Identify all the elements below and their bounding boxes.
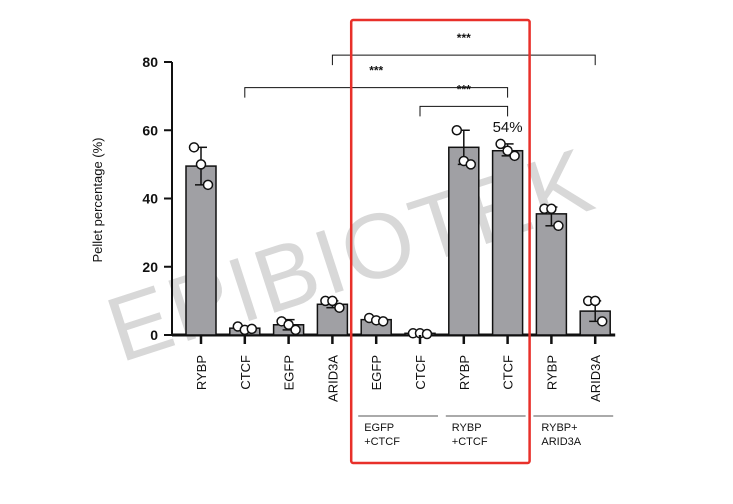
data-point xyxy=(509,150,520,162)
group-label: RYBP xyxy=(452,422,482,434)
data-point xyxy=(188,142,200,153)
x-tick-label: CTCF xyxy=(501,355,516,390)
data-point xyxy=(283,319,294,331)
data-point xyxy=(246,323,258,335)
significance-stars: *** xyxy=(457,31,471,45)
x-tick-label: CTCF xyxy=(238,355,253,390)
x-tick-label: RYBP xyxy=(194,355,209,390)
significance-bracket xyxy=(331,54,596,66)
significance-bracket xyxy=(244,87,509,98)
group-label: EGFP xyxy=(364,422,394,434)
data-point xyxy=(334,302,345,313)
group-label: RYBP+ xyxy=(541,422,577,434)
x-tick-label: ARID3A xyxy=(588,355,603,402)
data-point xyxy=(553,220,564,232)
data-point xyxy=(195,159,207,170)
bar xyxy=(185,165,217,336)
significance-stars: *** xyxy=(457,82,471,96)
data-point xyxy=(502,145,513,156)
significance-stars: *** xyxy=(369,64,383,78)
highlight-box xyxy=(349,18,531,465)
data-point xyxy=(451,125,463,136)
x-tick-label: RYBP xyxy=(544,355,559,390)
data-point xyxy=(596,316,608,327)
significance-bracket xyxy=(419,105,509,117)
bar xyxy=(448,146,480,336)
y-tick-label: 20 xyxy=(142,259,158,275)
data-point xyxy=(421,328,433,340)
data-point xyxy=(465,159,477,170)
y-tick-label: 0 xyxy=(150,327,158,343)
y-tick-label: 40 xyxy=(142,191,158,207)
value-annotation: 54% xyxy=(493,119,523,136)
x-tick-label: CTCF xyxy=(413,355,428,390)
y-tick-label: 80 xyxy=(142,54,158,70)
y-tick-label: 60 xyxy=(142,122,158,138)
group-label: +CTCF xyxy=(452,436,488,448)
data-point xyxy=(546,203,557,214)
y-axis-label: Pellet percentage (%) xyxy=(90,137,105,262)
x-tick-label: ARID3A xyxy=(325,355,340,402)
data-point xyxy=(495,138,506,150)
bar xyxy=(535,213,568,336)
x-tick-label: EGFP xyxy=(282,355,297,390)
group-label: ARID3A xyxy=(541,436,581,448)
data-point xyxy=(589,295,601,307)
data-point xyxy=(327,295,338,307)
x-tick-label: RYBP xyxy=(457,355,472,390)
data-point xyxy=(202,179,214,191)
data-point xyxy=(377,316,389,327)
group-label: +CTCF xyxy=(364,436,400,448)
x-tick-label: EGFP xyxy=(369,355,384,390)
bar xyxy=(491,149,524,336)
data-point xyxy=(290,324,301,336)
